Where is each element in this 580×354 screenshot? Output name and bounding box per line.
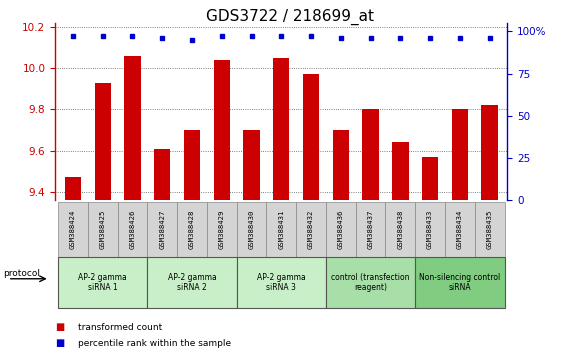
Bar bbox=[422, 157, 438, 200]
Text: GSM388437: GSM388437 bbox=[368, 210, 374, 249]
Bar bbox=[237, 257, 326, 308]
Bar bbox=[415, 202, 445, 257]
Bar bbox=[58, 257, 147, 308]
Bar bbox=[244, 130, 260, 200]
Bar bbox=[481, 105, 498, 200]
Bar bbox=[273, 58, 289, 200]
Text: AP-2 gamma
siRNA 3: AP-2 gamma siRNA 3 bbox=[257, 273, 306, 292]
Bar bbox=[303, 74, 319, 200]
Bar bbox=[475, 202, 505, 257]
Bar bbox=[296, 202, 326, 257]
Bar bbox=[58, 202, 88, 257]
Text: GSM388434: GSM388434 bbox=[457, 210, 463, 249]
Text: GSM388438: GSM388438 bbox=[397, 210, 403, 249]
Bar bbox=[124, 56, 141, 200]
Text: GDS3722 / 218699_at: GDS3722 / 218699_at bbox=[206, 9, 374, 25]
Bar bbox=[207, 202, 237, 257]
Text: AP-2 gamma
siRNA 2: AP-2 gamma siRNA 2 bbox=[168, 273, 216, 292]
Text: GSM388430: GSM388430 bbox=[249, 210, 255, 249]
Bar bbox=[184, 130, 200, 200]
Bar bbox=[333, 130, 349, 200]
Bar bbox=[154, 149, 171, 200]
Bar bbox=[452, 109, 468, 200]
Text: GSM388433: GSM388433 bbox=[427, 210, 433, 249]
Text: control (transfection
reagent): control (transfection reagent) bbox=[331, 273, 410, 292]
Bar bbox=[362, 109, 379, 200]
Text: GSM388435: GSM388435 bbox=[487, 210, 492, 249]
Bar bbox=[213, 60, 230, 200]
Bar bbox=[326, 202, 356, 257]
Text: GSM388424: GSM388424 bbox=[70, 210, 76, 249]
Text: Non-silencing control
siRNA: Non-silencing control siRNA bbox=[419, 273, 501, 292]
Text: ■: ■ bbox=[55, 322, 64, 332]
Bar bbox=[95, 83, 111, 200]
Text: GSM388431: GSM388431 bbox=[278, 210, 284, 249]
Text: GSM388425: GSM388425 bbox=[100, 210, 106, 249]
Text: GSM388427: GSM388427 bbox=[160, 210, 165, 249]
Text: protocol: protocol bbox=[3, 269, 40, 278]
Text: GSM388429: GSM388429 bbox=[219, 210, 225, 249]
Bar bbox=[415, 257, 505, 308]
Bar bbox=[65, 177, 81, 200]
Text: GSM388432: GSM388432 bbox=[308, 210, 314, 249]
Bar bbox=[445, 202, 475, 257]
Bar bbox=[266, 202, 296, 257]
Text: percentile rank within the sample: percentile rank within the sample bbox=[78, 339, 231, 348]
Bar bbox=[237, 202, 266, 257]
Text: GSM388436: GSM388436 bbox=[338, 210, 344, 249]
Bar bbox=[118, 202, 147, 257]
Text: GSM388428: GSM388428 bbox=[189, 210, 195, 249]
Bar bbox=[386, 202, 415, 257]
Text: transformed count: transformed count bbox=[78, 323, 162, 332]
Bar bbox=[147, 202, 177, 257]
Bar bbox=[177, 202, 207, 257]
Bar bbox=[356, 202, 386, 257]
Bar bbox=[326, 257, 415, 308]
Bar bbox=[147, 257, 237, 308]
Bar bbox=[392, 142, 408, 200]
Text: AP-2 gamma
siRNA 1: AP-2 gamma siRNA 1 bbox=[78, 273, 127, 292]
Bar bbox=[88, 202, 118, 257]
Text: ■: ■ bbox=[55, 338, 64, 348]
Text: GSM388426: GSM388426 bbox=[129, 210, 136, 249]
